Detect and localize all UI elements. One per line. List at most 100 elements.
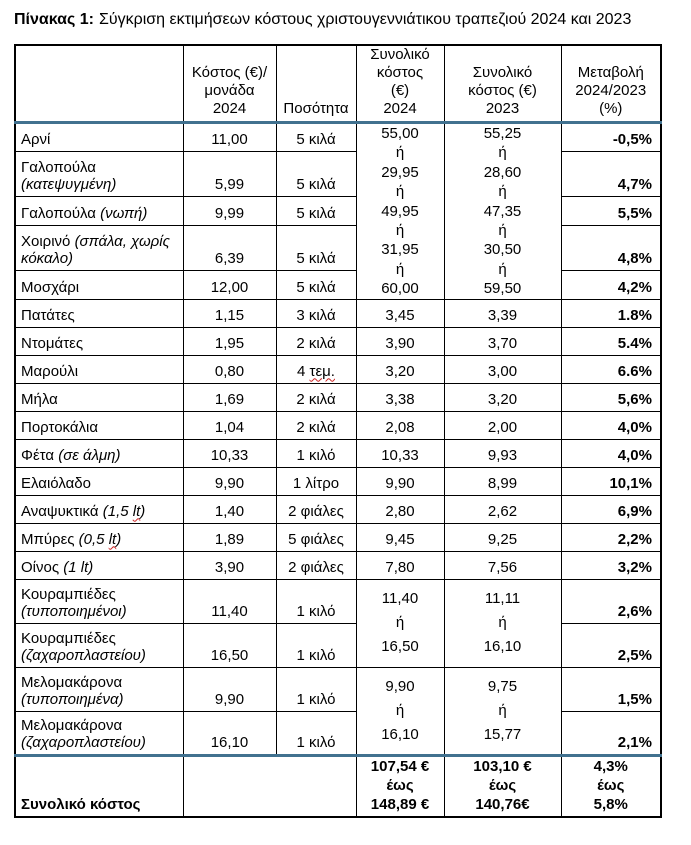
change-percent-cell: 4,8%: [560, 224, 662, 271]
table-row: Φέτα (σε άλμη) 10,33 1 κιλό 10,33 9,93 4…: [14, 438, 662, 468]
cost-per-unit-cell: 9,90: [182, 666, 277, 712]
change-percent-cell: 6,9%: [560, 494, 662, 524]
quantity-cell: 3 κιλά: [275, 298, 357, 328]
or-value-line: 16,10: [483, 638, 522, 656]
change-percent-cell: 4,2%: [560, 269, 662, 300]
total-2024-range-cell: 107,54 € έως 148,89 €: [355, 753, 445, 818]
total-2023-merged-cell: 9,75 ή 15,77: [443, 666, 562, 756]
total-2024-cell: 3,38: [355, 382, 445, 412]
or-value-line: ή: [395, 144, 405, 162]
change-percent-cell: 2,5%: [560, 622, 662, 668]
table-row: Αναψυκτικά (1,5 lt) 1,40 2 φιάλες 2,80 2…: [14, 494, 662, 524]
total-2023-cell: 9,25: [443, 522, 562, 552]
table-row: Αρνί 11,00 5 κιλά 55,00 ή 29,95 ή 49,95 …: [14, 122, 662, 300]
quantity-cell: 4 τεμ.: [275, 354, 357, 384]
total-row: Συνολικό κόστος 107,54 € έως 148,89 € 10…: [14, 753, 662, 818]
total-2024-cell: 9,45: [355, 522, 445, 552]
change-percent-cell: 10,1%: [560, 466, 662, 496]
cost-per-unit-cell: 12,00: [182, 269, 277, 300]
change-percent-cell: 4,7%: [560, 150, 662, 197]
or-value-line: ή: [395, 614, 405, 632]
change-percent-cell: -0,5%: [560, 122, 662, 152]
product-name-cell: Ελαιόλαδο: [14, 466, 184, 496]
total-2023-range-cell: 103,10 € έως 140,76€: [443, 753, 562, 818]
product-name: Φέτα: [21, 446, 55, 464]
product-name-cell: Αρνί: [14, 122, 184, 152]
header-line: 2023: [485, 100, 520, 117]
or-value-line: ή: [498, 183, 507, 201]
product-name-cell: Γαλοπούλα (νωπή): [14, 195, 184, 226]
quantity-cell: 1 κιλό: [275, 438, 357, 468]
total-empty-cell: [182, 753, 357, 818]
product-name: Ντομάτες: [21, 334, 84, 352]
header-line: 2024/2023: [575, 82, 647, 99]
table-row: Μελομακάρονα (τυποποιημένα) 9,90 1 κιλό …: [14, 666, 662, 756]
product-name: Μήλα: [21, 390, 58, 408]
product-name: Μπύρες: [21, 530, 75, 548]
quantity-cell: 2 κιλά: [275, 410, 357, 440]
table-row: Πατάτες 1,15 3 κιλά 3,45 3,39 1.8%: [14, 298, 662, 328]
product-name: Μελομακάρονα: [21, 673, 123, 691]
table-row: Μοσχάρι 12,00 5 κιλά 4,2%: [14, 269, 662, 300]
product-name-cell: Κουραμπιέδες (τυποποιημένοι): [14, 578, 184, 624]
or-value-line: 16,50: [381, 638, 419, 656]
quantity-cell: 5 κιλά: [275, 122, 357, 152]
product-name: Μαρούλι: [21, 362, 79, 380]
product-name: Αρνί: [21, 130, 51, 148]
quantity-value: 4: [297, 362, 310, 380]
product-name-cell: Χοιρινό (σπάλα, χωρίς κόκαλο): [14, 224, 184, 271]
product-name: Χοιρινό: [21, 232, 71, 250]
total-value-line: 148,89 €: [370, 795, 430, 813]
cost-per-unit-cell: 16,10: [182, 710, 277, 756]
or-value-line: 60,00: [381, 280, 419, 298]
or-value-line: 55,00: [381, 125, 419, 142]
cost-per-unit-cell: 1,69: [182, 382, 277, 412]
quantity-cell: 1 κιλό: [275, 622, 357, 668]
product-name: Κουραμπιέδες: [21, 629, 116, 647]
product-name-cell: Κουραμπιέδες (ζαχαροπλαστείου): [14, 622, 184, 668]
product-name: Πορτοκάλια: [21, 418, 99, 436]
header-line: Συνολικό: [472, 64, 533, 81]
cost-per-unit-cell: 9,90: [182, 466, 277, 496]
header-quantity: Ποσότητα: [275, 44, 357, 124]
or-value-line: ή: [395, 222, 405, 240]
change-percent-cell: 5.4%: [560, 326, 662, 356]
total-2023-cell: 3,70: [443, 326, 562, 356]
or-value-line: ή: [498, 222, 507, 240]
header-line: (€): [390, 82, 410, 99]
quantity-cell: 2 φιάλες: [275, 494, 357, 524]
table-row: Μαρούλι 0,80 4 τεμ. 3,20 3,00 6.6%: [14, 354, 662, 384]
change-percent-cell: 4,0%: [560, 410, 662, 440]
or-value-line: 11,40: [381, 590, 419, 608]
product-note-part: (0,5: [78, 530, 109, 548]
product-note: (1,5 lt): [103, 503, 146, 520]
product-name-cell: Οίνος (1 lt): [14, 550, 184, 580]
or-value-line: 49,95: [381, 202, 419, 220]
total-2024-cell: 3,45: [355, 298, 445, 328]
product-note: (1 lt): [63, 558, 94, 576]
product-name: Αναψυκτικά: [21, 502, 99, 520]
or-value-line: 16,10: [381, 725, 419, 743]
cost-per-unit-cell: 10,33: [182, 438, 277, 468]
or-value-line: 30,50: [483, 241, 522, 259]
header-line: κόστος: [376, 64, 424, 81]
product-name-cell: Μελομακάρονα (τυποποιημένα): [14, 666, 184, 712]
quantity-cell: 5 φιάλες: [275, 522, 357, 552]
total-2023-cell: 3,20: [443, 382, 562, 412]
change-percent-cell: 1,5%: [560, 666, 662, 712]
cost-per-unit-cell: 5,99: [182, 150, 277, 197]
total-2024-cell: 9,90: [355, 466, 445, 496]
table-caption-text: Σύγκριση εκτιμήσεων κόστους χριστουγεννι…: [98, 11, 632, 28]
quantity-cell: 1 κιλό: [275, 710, 357, 756]
or-value-line: ή: [395, 260, 405, 278]
product-note: (σπάλα, χωρίς κόκαλο): [21, 232, 170, 267]
total-value-line: 4,3%: [593, 757, 628, 775]
quantity-cell: 1 κιλό: [275, 578, 357, 624]
table-row: Γαλοπούλα (νωπή) 9,99 5 κιλά 5,5%: [14, 195, 662, 226]
quantity-cell: 2 κιλά: [275, 326, 357, 356]
header-cost-per-unit-2024: Κόστος (€)/ μονάδα 2024: [182, 44, 277, 124]
total-value-line: 140,76€: [475, 795, 530, 813]
product-note-misspelled-word: lt: [132, 502, 141, 520]
or-value-line: 47,35: [483, 202, 522, 220]
table-row: Ελαιόλαδο 9,90 1 λίτρο 9,90 8,99 10,1%: [14, 466, 662, 496]
